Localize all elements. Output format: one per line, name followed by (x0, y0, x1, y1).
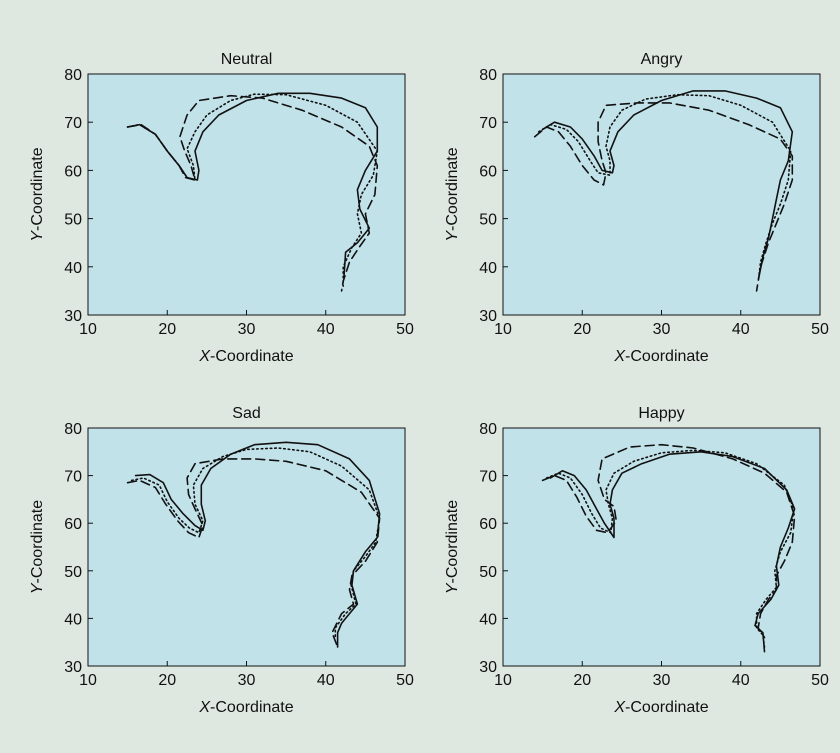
x-tick-label: 30 (238, 672, 256, 689)
x-tick-label: 10 (494, 672, 512, 689)
panel-title: Angry (641, 51, 683, 68)
trace-dashed (541, 443, 796, 639)
y-tick-label: 50 (479, 564, 497, 581)
trace-solid (134, 441, 381, 648)
x-tick-label: 30 (238, 321, 256, 338)
x-tick-label: 40 (317, 672, 335, 689)
x-tick-label: 40 (732, 321, 750, 338)
panel-neutral: Neutral 10 20 30 40 50 30 40 50 60 70 80 X-Coordinat… (29, 51, 414, 365)
panel-sad: Sad 10 20 30 40 50 30 40 50 60 70 80 X-Coordinate Y-C… (29, 405, 414, 716)
panel-title: Sad (232, 405, 260, 422)
x-axis-label: X-Coordinate (198, 348, 293, 365)
panel-angry: Angry 10 20 30 40 50 30 40 50 60 70 80 X-Coordinate Y… (444, 51, 829, 365)
x-tick-label: 50 (811, 321, 829, 338)
y-tick-label: 60 (64, 516, 82, 533)
y-tick-label: 50 (64, 212, 82, 229)
x-tick-label: 50 (396, 321, 414, 338)
x-tick-label: 10 (79, 672, 97, 689)
y-tick-label: 40 (64, 260, 82, 277)
trace-dotted (130, 447, 381, 639)
y-axis-label: Y-Coordinate (29, 500, 46, 594)
x-tick-label: 10 (79, 321, 97, 338)
plot-area (502, 73, 821, 316)
y-tick-label: 30 (479, 659, 497, 676)
trace-dashed (126, 94, 379, 292)
x-tick-label: 20 (158, 321, 176, 338)
y-axis-label: Y-Coordinate (444, 147, 461, 241)
y-tick-label: 80 (64, 421, 82, 438)
x-tick-label: 10 (494, 321, 512, 338)
y-tick-label: 50 (479, 212, 497, 229)
trace-dashed (533, 102, 794, 292)
y-tick-label: 60 (479, 516, 497, 533)
panel-happy: Happy 10 20 30 40 50 30 40 50 60 70 80 X-Coordinate Y… (444, 405, 829, 716)
y-tick-label: 40 (479, 260, 497, 277)
x-tick-label: 40 (732, 672, 750, 689)
y-tick-label: 30 (64, 659, 82, 676)
x-tick-label: 20 (158, 672, 176, 689)
y-tick-label: 80 (479, 67, 497, 84)
plot-area (502, 427, 821, 667)
y-tick-label: 70 (479, 469, 497, 486)
x-tick-label: 20 (573, 321, 591, 338)
y-tick-label: 70 (64, 115, 82, 132)
y-axis-label: Y-Coordinate (444, 500, 461, 594)
y-tick-label: 80 (479, 421, 497, 438)
trace-dotted (537, 93, 792, 283)
y-axis-label: Y-Coordinate (29, 147, 46, 241)
y-tick-label: 70 (64, 469, 82, 486)
y-tick-label: 30 (479, 308, 497, 325)
x-tick-label: 50 (811, 672, 829, 689)
y-tick-label: 40 (479, 611, 497, 628)
y-tick-label: 60 (64, 163, 82, 180)
x-tick-label: 50 (396, 672, 414, 689)
x-tick-label: 30 (653, 321, 671, 338)
y-tick-label: 40 (64, 611, 82, 628)
trace-dashed (126, 458, 381, 648)
x-axis-label: X-Coordinate (613, 348, 708, 365)
plot-area (87, 427, 406, 667)
x-tick-label: 20 (573, 672, 591, 689)
x-axis-label: X-Coordinate (198, 699, 293, 716)
y-tick-label: 70 (479, 115, 497, 132)
plot-area (87, 73, 406, 316)
panel-title: Happy (638, 405, 684, 422)
y-tick-label: 50 (64, 564, 82, 581)
trace-solid (549, 450, 796, 653)
y-tick-label: 60 (479, 163, 497, 180)
x-axis-label: X-Coordinate (613, 699, 708, 716)
x-tick-label: 40 (317, 321, 335, 338)
y-tick-label: 30 (64, 308, 82, 325)
panel-title: Neutral (221, 51, 273, 68)
trace-dotted (545, 449, 795, 648)
trace-solid (541, 90, 794, 278)
y-tick-label: 80 (64, 67, 82, 84)
x-tick-label: 30 (653, 672, 671, 689)
